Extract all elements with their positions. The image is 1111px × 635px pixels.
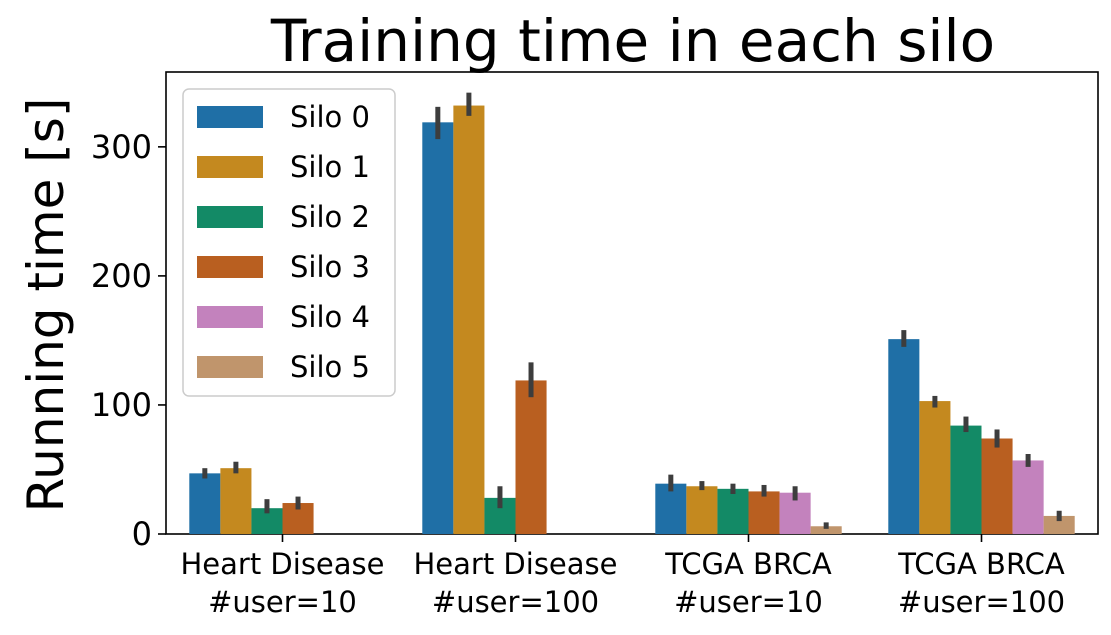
legend-label: Silo 3 — [290, 250, 370, 284]
bar-silo-4-cat-3 — [1012, 460, 1044, 534]
plot-frame — [165, 71, 1099, 535]
legend-label: Silo 2 — [290, 200, 370, 234]
bar-silo-0-cat-2 — [655, 483, 687, 534]
legend-label: Silo 5 — [290, 350, 370, 384]
legend-label: Silo 0 — [290, 100, 370, 134]
bar-silo-2-cat-3 — [950, 425, 982, 534]
y-tick-label: 200 — [91, 257, 152, 295]
bar-silo-0-cat-3 — [888, 339, 920, 534]
legend-swatch — [197, 356, 263, 378]
legend-label: Silo 4 — [290, 300, 370, 334]
x-category-label: TCGA BRCA — [664, 547, 832, 581]
bar-silo-5-cat-3 — [1043, 515, 1075, 534]
bars-group — [189, 105, 1075, 535]
bar-silo-0-cat-1 — [422, 122, 454, 534]
bar-silo-1-cat-1 — [453, 105, 485, 535]
bar-silo-3-cat-3 — [981, 438, 1013, 534]
bar-silo-2-cat-2 — [717, 488, 749, 534]
error-bars-group — [202, 92, 1062, 529]
x-category-label: TCGA BRCA — [897, 547, 1065, 581]
legend: Silo 0 Silo 1 Silo 2 Silo 3 Silo 4 Silo 5 — [182, 88, 396, 397]
x-category-label: Heart Disease — [181, 547, 385, 581]
y-axis-label: Running time [s] — [17, 98, 75, 513]
legend-swatch — [197, 206, 263, 228]
x-category-labels: Heart Disease #user=10 Heart Disease #user=… — [181, 534, 1065, 619]
x-category-label: #user=100 — [898, 585, 1065, 619]
chart-title: Training time in each silo — [270, 7, 995, 75]
y-ticks-group: 0 100 200 300 — [91, 128, 166, 553]
legend-swatch — [197, 106, 263, 128]
legend-swatch — [197, 256, 263, 278]
y-tick-label: 300 — [91, 128, 152, 166]
y-tick-label: 100 — [91, 386, 152, 424]
bar-silo-3-cat-1 — [515, 380, 547, 534]
bar-silo-5-cat-2 — [810, 526, 842, 534]
bar-silo-1-cat-0 — [220, 468, 252, 534]
legend-swatch — [197, 306, 263, 328]
legend-label: Silo 1 — [290, 150, 370, 184]
bar-silo-3-cat-2 — [748, 491, 780, 534]
y-tick-label: 0 — [132, 515, 152, 553]
bar-silo-0-cat-0 — [189, 473, 221, 534]
x-category-label: #user=10 — [208, 585, 357, 619]
legend-swatch — [197, 156, 263, 178]
x-category-label: Heart Disease — [414, 547, 618, 581]
bar-silo-1-cat-3 — [919, 401, 951, 534]
x-category-label: #user=100 — [432, 585, 599, 619]
x-category-label: #user=10 — [674, 585, 823, 619]
bar-silo-1-cat-2 — [686, 486, 718, 534]
